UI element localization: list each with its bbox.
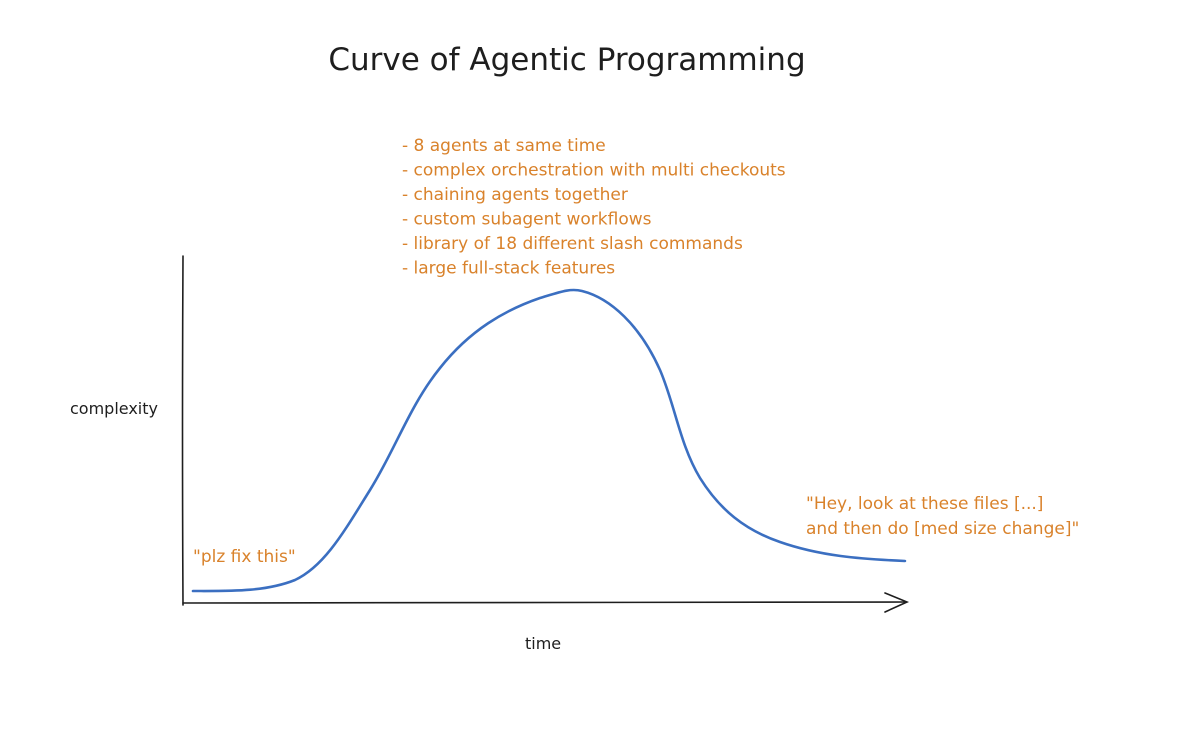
start-annotation: "plz fix this" <box>193 547 296 567</box>
annotation-line: - chaining agents together <box>402 185 628 205</box>
y-axis-label: complexity <box>70 399 158 418</box>
curve <box>191 288 907 593</box>
annotation-line: - complex orchestration with multi check… <box>402 161 786 181</box>
end-annotation: "Hey, look at these files [...] and then … <box>806 494 1079 539</box>
annotation-line: - custom subagent workflows <box>402 210 652 230</box>
annotation-line: - 8 agents at same time <box>402 136 606 156</box>
annotation-line: and then do [med size change]" <box>806 519 1079 539</box>
annotation-line: - large full-stack features <box>402 259 615 279</box>
axes <box>181 255 910 613</box>
annotation-line: - library of 18 different slash commands <box>402 234 743 254</box>
y-axis <box>181 255 184 606</box>
x-axis-arrowhead <box>884 592 910 613</box>
x-axis <box>182 601 907 605</box>
title: Curve of Agentic Programming <box>328 42 805 78</box>
annotation-line: "Hey, look at these files [...] <box>806 494 1043 514</box>
peak-annotation: - 8 agents at same time - complex orchest… <box>402 136 786 279</box>
x-axis-label: time <box>525 634 561 653</box>
